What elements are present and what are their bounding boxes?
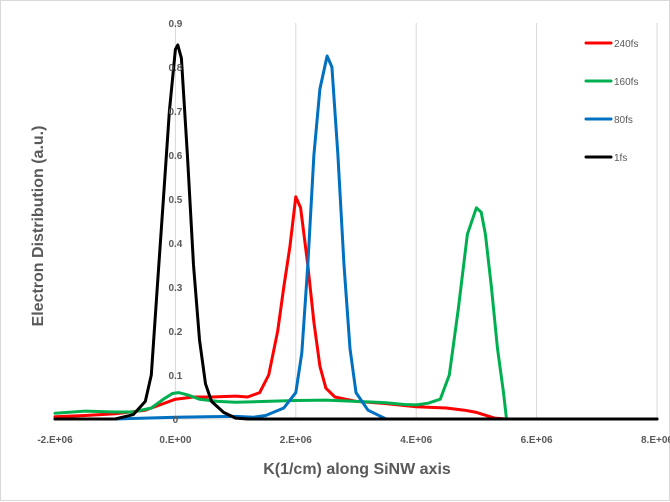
legend-label-240fs: 240fs xyxy=(614,39,638,50)
gridlines xyxy=(174,23,658,419)
series-line-160fs xyxy=(53,206,659,421)
y-tick-label: 0.3 xyxy=(168,283,182,294)
series-line-80fs xyxy=(53,54,659,421)
y-tick-label: 0.8 xyxy=(168,63,182,74)
x-tick-label: 8.E+06 xyxy=(641,435,670,446)
y-tick-label: 0.7 xyxy=(168,107,182,118)
y-tick-label: 0.6 xyxy=(168,151,182,162)
legend-label-1fs: 1fs xyxy=(614,153,627,164)
y-tick-label: 0.1 xyxy=(168,371,182,382)
legend-label-80fs: 80fs xyxy=(614,115,633,126)
series-line-1fs xyxy=(53,43,659,421)
y-axis-title: Electron Distribution (a.u.) xyxy=(30,126,47,327)
x-tick-labels: -2.E+06 0.E+00 2.E+06 4.E+06 6.E+06 8.E+06 xyxy=(37,435,670,446)
x-tick-label: -2.E+06 xyxy=(37,435,73,446)
y-tick-label: 0.2 xyxy=(168,327,182,338)
legend-label-160fs: 160fs xyxy=(614,77,638,88)
x-tick-label: 2.E+06 xyxy=(280,435,312,446)
y-tick-label: 0.4 xyxy=(168,239,182,250)
y-tick-label: 0.5 xyxy=(168,195,182,206)
y-tick-label: 0.9 xyxy=(168,19,182,30)
data-series xyxy=(53,43,659,421)
legend: 240fs 160fs 80fs 1fs xyxy=(584,39,638,164)
x-tick-label: 6.E+06 xyxy=(521,435,553,446)
x-axis-title: K(1/cm) along SiNW axis xyxy=(263,461,451,478)
series-line-240fs xyxy=(53,195,659,421)
x-tick-label: 4.E+06 xyxy=(400,435,432,446)
x-tick-label: 0.E+00 xyxy=(159,435,191,446)
y-tick-label: 0 xyxy=(173,415,179,426)
y-tick-labels: 0 0.1 0.2 0.3 0.4 0.5 0.6 0.7 0.8 0.9 xyxy=(168,19,182,426)
